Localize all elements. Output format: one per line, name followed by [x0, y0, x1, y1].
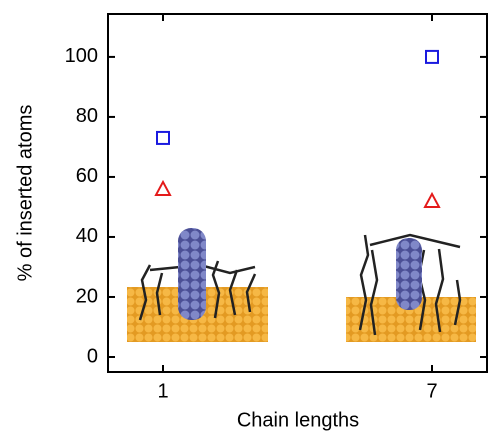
y-axis-label: % of inserted atoms	[14, 105, 36, 282]
y-tick-label: 100	[65, 45, 98, 67]
plot-frame	[107, 13, 488, 373]
y-tick-label: 40	[76, 225, 98, 247]
x-tick-label: 1	[157, 380, 168, 402]
y-tick-label: 60	[76, 165, 98, 187]
triangle-marker	[154, 179, 172, 196]
x-tick-label: 7	[426, 380, 437, 402]
triangle-marker	[423, 191, 441, 208]
y-tick-label: 0	[87, 345, 98, 367]
y-tick-label: 80	[76, 105, 98, 127]
square-marker	[425, 49, 439, 64]
molecule-illustration	[127, 228, 476, 342]
square-marker	[156, 130, 170, 145]
y-tick-label: 20	[76, 285, 98, 307]
x-axis-label: Chain lengths	[237, 409, 359, 431]
